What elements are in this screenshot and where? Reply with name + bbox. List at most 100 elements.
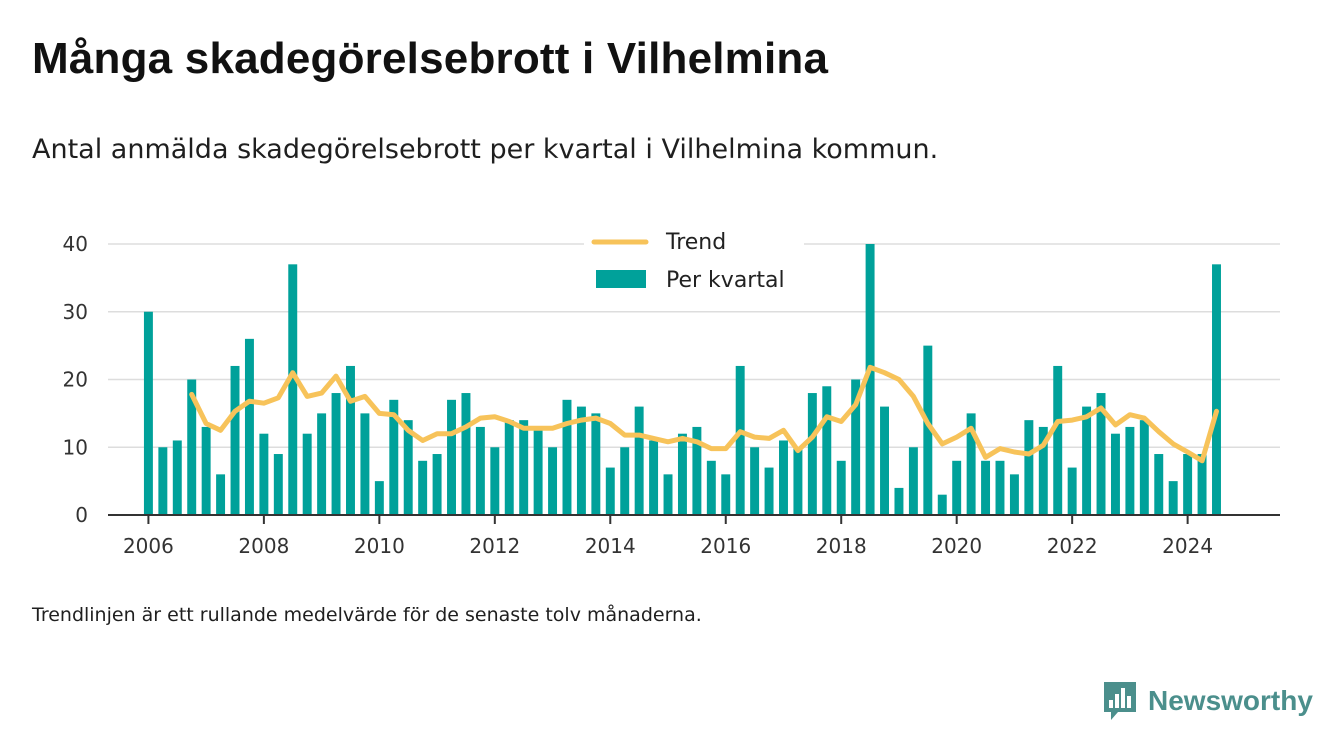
bar [447,399,456,515]
y-tick-label: 10 [63,435,88,459]
bar [865,244,875,515]
bar [908,447,918,515]
y-tick-label: 20 [63,368,88,392]
bar [172,440,182,515]
bar [374,481,384,515]
legend: Trend Per kvartal [584,228,804,298]
bar [230,365,240,515]
bar [1168,481,1178,515]
brand-name: Newsworthy [1148,685,1313,716]
bar [346,365,355,515]
bar [952,460,962,515]
bar [244,338,254,515]
bar [201,426,211,515]
bar [750,447,760,515]
bar [331,393,341,515]
bar-series [143,244,1221,515]
bar [1024,420,1034,515]
bar [1009,474,1019,515]
bar [360,413,370,515]
bar [735,365,745,515]
axes: 0 10 20 30 40 2006 2008 2010 2012 2014 2016 2018 202… [63,232,1280,558]
bar [677,433,687,515]
y-tick-label: 40 [63,232,88,256]
chart-title: Många skadegörelsebrott i Vilhelmina [32,34,829,83]
bar [143,311,153,515]
bar [1038,426,1048,515]
bar [475,426,485,515]
bar [389,399,399,515]
bar [779,440,788,515]
bar [1183,454,1193,515]
bar [1197,454,1207,515]
bar [764,467,774,515]
bar [288,264,298,515]
legend-bar-label: Per kvartal [666,268,785,293]
bar [461,393,471,515]
bar [533,426,543,515]
bar [490,447,500,515]
bar [649,440,659,515]
bar [1212,264,1221,515]
newsworthy-logo: Newsworthy [1102,680,1313,722]
bar [981,460,991,515]
bar [1096,393,1106,515]
bar [576,406,586,515]
bar [302,433,312,515]
chart-area: 0 10 20 30 40 2006 2008 2010 2012 2014 2016 2018 202… [63,228,1280,558]
bar [187,379,197,515]
bar [432,454,442,515]
legend-trend-label: Trend [665,230,726,255]
bar [158,447,168,515]
bar [519,420,529,515]
bar [403,420,413,515]
bar [548,447,558,515]
bar [851,379,861,515]
bar [822,386,832,515]
bar [894,487,904,515]
bar [721,474,731,515]
bar [504,420,514,515]
bar [273,454,283,515]
bar [807,393,817,515]
x-tick-label: 2012 [469,534,520,558]
bar [880,406,889,515]
bar [1053,365,1063,515]
bar [605,467,615,515]
bar [634,406,644,515]
x-tick-label: 2024 [1162,534,1213,558]
x-tick-label: 2022 [1047,534,1098,558]
x-tick-label: 2018 [816,534,867,558]
bar-chart-speech-bubble-icon [1104,682,1136,720]
bar [418,460,428,515]
y-tick-label: 0 [75,503,88,527]
bar [923,345,933,515]
bar [966,413,976,515]
bar [937,494,947,515]
bar [706,460,716,515]
x-tick-label: 2006 [123,534,174,558]
bar [1082,406,1092,515]
bar [259,433,269,515]
bar [317,413,327,515]
trend-line [189,364,1219,464]
legend-bar-swatch [596,270,646,288]
x-tick-label: 2016 [700,534,751,558]
x-tick-label: 2020 [931,534,982,558]
bar [591,413,601,515]
bar [562,399,572,515]
bar [1139,420,1149,515]
x-tick-label: 2008 [238,534,289,558]
bar [836,460,846,515]
bar [1125,426,1135,515]
y-tick-label: 30 [63,300,88,324]
bar [1154,454,1164,515]
x-tick-label: 2010 [354,534,405,558]
footnote: Trendlinjen är ett rullande medelvärde f… [32,604,702,626]
bar [1067,467,1077,515]
bar [692,426,702,515]
chart-subtitle: Antal anmälda skadegörelsebrott per kvar… [32,134,939,165]
trend-series [189,364,1219,464]
bar [663,474,673,515]
bar [216,474,226,515]
